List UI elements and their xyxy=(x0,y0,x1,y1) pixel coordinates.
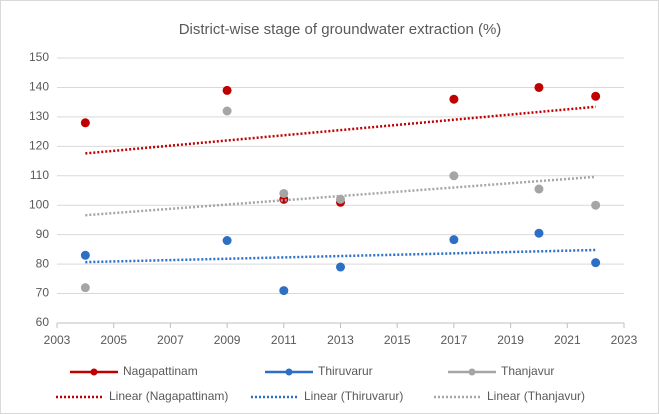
x-tick-label: 2009 xyxy=(214,333,241,347)
y-tick-label: 140 xyxy=(29,80,49,94)
point xyxy=(534,82,544,92)
legend-label: Linear (Nagapattinam) xyxy=(109,389,228,403)
point xyxy=(591,258,601,268)
y-tick-label: 110 xyxy=(30,168,49,182)
chart-title: District-wise stage of groundwater extra… xyxy=(179,21,502,38)
legend-label: Nagapattinam xyxy=(123,364,198,378)
point xyxy=(449,235,459,245)
x-tick-label: 2019 xyxy=(497,333,524,347)
x-tick-label: 2007 xyxy=(157,333,184,347)
y-tick-label: 90 xyxy=(36,227,50,241)
trendline xyxy=(85,105,596,155)
point xyxy=(534,184,544,194)
x-tick-label: 2021 xyxy=(554,333,581,347)
y-tick-label: 100 xyxy=(29,197,49,211)
trendline xyxy=(85,175,596,217)
x-tick-label: 2011 xyxy=(271,333,297,347)
x-tick-label: 2013 xyxy=(327,333,354,347)
legend-label: Linear (Thanjavur) xyxy=(487,389,585,403)
legend-marker xyxy=(285,368,293,376)
point xyxy=(80,118,90,128)
legend-label: Linear (Thiruvarur) xyxy=(304,389,403,403)
y-tick-label: 150 xyxy=(29,50,49,64)
point xyxy=(336,194,345,204)
legend-label: Thanjavur xyxy=(501,364,554,378)
legend-marker xyxy=(90,368,98,376)
legend-label: Thiruvarur xyxy=(318,364,373,378)
point xyxy=(534,228,544,238)
y-tick-label: 130 xyxy=(29,109,49,123)
y-tick-label: 120 xyxy=(29,139,49,153)
point xyxy=(279,286,289,296)
point xyxy=(222,236,232,246)
point xyxy=(591,200,601,210)
x-tick-label: 2005 xyxy=(100,333,127,347)
point xyxy=(80,250,90,260)
legend-marker xyxy=(468,368,476,376)
x-tick-label: 2015 xyxy=(384,333,411,347)
point xyxy=(449,94,459,104)
point xyxy=(279,188,289,198)
x-tick-label: 2017 xyxy=(441,333,468,347)
point xyxy=(80,283,90,293)
point xyxy=(222,106,232,116)
y-tick-label: 80 xyxy=(36,256,50,270)
y-tick-label: 60 xyxy=(36,315,50,329)
point xyxy=(336,262,345,272)
trendline xyxy=(85,248,596,264)
y-tick-label: 70 xyxy=(36,286,50,300)
x-tick-label: 2023 xyxy=(611,333,638,347)
x-tick-label: 2003 xyxy=(44,333,71,347)
point xyxy=(449,171,459,181)
point xyxy=(591,91,601,101)
point xyxy=(222,85,232,95)
